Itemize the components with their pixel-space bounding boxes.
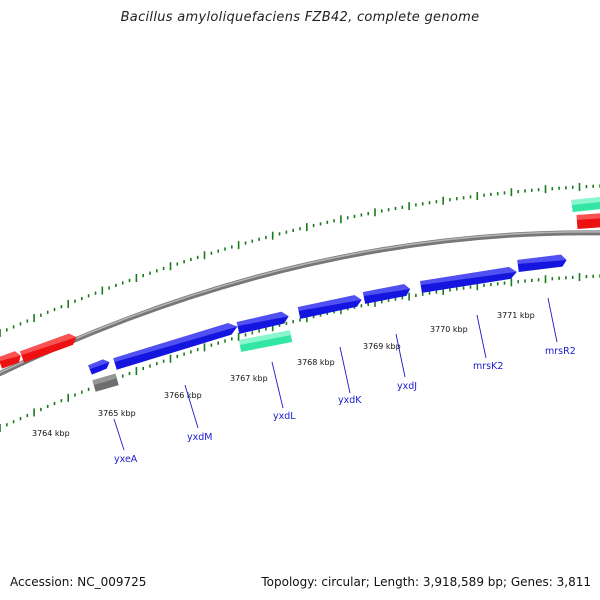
genome-backbone: [0, 230, 600, 377]
gene-arrow-forward: [236, 311, 289, 334]
leader-line: [339, 346, 351, 394]
forward-strand-genes: [88, 254, 567, 375]
reverse-strand-genes: [0, 213, 600, 369]
gene-box-other: [92, 373, 119, 392]
gene-arrow-forward: [420, 266, 517, 293]
inner-tick-ring: [0, 273, 600, 432]
rna-genes: [92, 196, 600, 392]
leader-line: [547, 297, 558, 343]
gene-label-yxdM: yxdM: [187, 432, 212, 443]
scale-label: 3769 kbp: [363, 342, 401, 351]
gene-arrow-forward: [362, 284, 411, 304]
gene-arrow-reverse: [576, 213, 600, 229]
leader-line: [271, 361, 284, 409]
gene-arrow-reverse: [19, 333, 77, 363]
scale-label: 3767 kbp: [230, 374, 268, 383]
gene-arrow-forward: [88, 359, 110, 375]
scale-labels: 3764 kbp 3765 kbp 3766 kbp 3767 kbp 3768…: [32, 311, 535, 438]
outer-tick-ring: [0, 183, 600, 337]
gene-label-mrsK2: mrsK2: [473, 361, 503, 372]
gene-label-yxdJ: yxdJ: [397, 381, 417, 392]
scale-label: 3764 kbp: [32, 429, 70, 438]
map-title: Bacillus amyloliquefaciens FZB42, comple…: [120, 10, 480, 25]
gene-label-mrsR2: mrsR2: [545, 346, 576, 357]
scale-label: 3766 kbp: [164, 391, 202, 400]
scale-label: 3771 kbp: [497, 311, 535, 320]
genome-summary-label: Topology: circular; Length: 3,918,589 bp…: [261, 575, 591, 589]
accession-label: Accession: NC_009725: [10, 575, 147, 589]
leader-line: [113, 418, 125, 451]
gene-arrow-reverse: [0, 351, 21, 369]
gene-arrow-rna: [571, 196, 600, 212]
leader-line: [184, 384, 199, 429]
gene-label-yxeA: yxeA: [114, 454, 138, 465]
gene-label-leaders: [113, 297, 558, 451]
gene-labels: yxeA yxdM yxdL yxdK yxdJ mrsK2 mrsR2: [114, 346, 576, 465]
gene-arrow-rna: [238, 330, 293, 352]
genome-backbone-highlight: [0, 231, 600, 374]
gene-arrow-forward: [297, 295, 362, 319]
scale-label: 3768 kbp: [297, 358, 335, 367]
scale-label: 3765 kbp: [98, 409, 136, 418]
leader-line: [395, 333, 406, 378]
gene-arrow-forward: [517, 254, 567, 272]
scale-label: 3770 kbp: [430, 325, 468, 334]
gene-arrow-forward: [113, 323, 238, 370]
leader-line: [476, 314, 487, 359]
gene-label-yxdK: yxdK: [338, 395, 362, 406]
gene-label-yxdL: yxdL: [273, 411, 296, 422]
